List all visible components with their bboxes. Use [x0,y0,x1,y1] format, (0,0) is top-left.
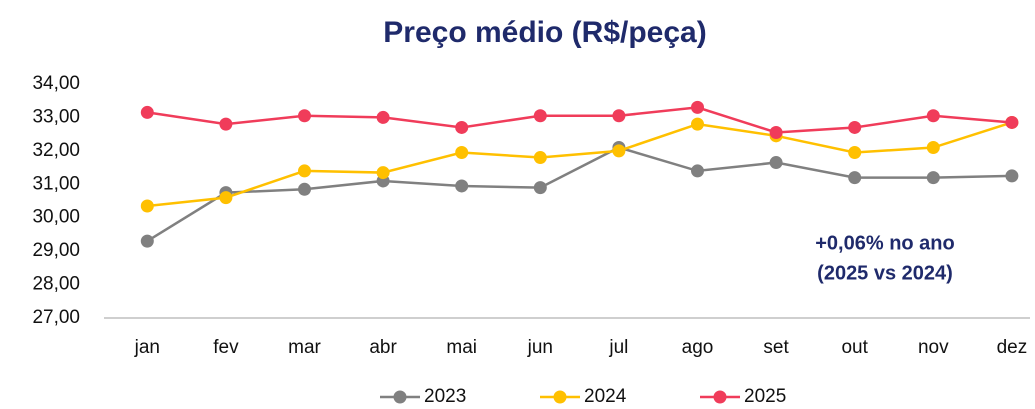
x-tick-label: abr [369,337,397,358]
legend-label: 2025 [744,386,786,407]
data-point [376,110,390,124]
data-point [533,109,547,123]
data-point [455,120,469,134]
x-tick-label: fev [213,337,239,358]
legend-marker [393,390,407,404]
y-tick-label: 34,00 [32,73,80,94]
data-point [298,109,311,123]
series-line [147,106,1013,134]
series-line [146,146,1012,243]
series-line [147,121,1013,208]
y-tick-label: 28,00 [32,274,80,295]
data-point [140,234,154,248]
data-point [926,171,940,185]
data-point [376,166,390,180]
data-point [533,151,547,165]
data-point [219,117,233,131]
y-tick-label: 32,00 [32,140,80,161]
legend-marker [713,390,727,404]
data-point [848,120,862,134]
data-point [848,171,862,185]
data-point [926,141,940,155]
data-point [1005,169,1019,183]
y-tick-label: 27,00 [32,307,80,328]
data-point [298,164,311,178]
x-tick-label: out [841,337,868,358]
x-tick-label: mai [446,337,477,358]
data-point [1005,115,1019,129]
data-point [848,146,862,160]
data-point [769,125,783,139]
data-point [612,109,626,123]
data-point [612,144,626,158]
x-tick-label: nov [918,337,949,358]
data-point [298,182,311,196]
legend-label: 2023 [424,386,466,407]
data-point [691,117,704,131]
y-tick-label: 29,00 [32,240,80,261]
data-point [691,100,704,114]
legend-label: 2024 [584,386,627,407]
data-point [219,191,233,205]
data-point [455,179,469,193]
data-point [533,181,547,195]
x-tick-label: mar [288,337,321,358]
legend-marker [553,390,567,404]
data-point [140,199,154,213]
y-tick-label: 31,00 [32,173,80,194]
data-point [455,146,469,160]
chart-title: Preço médio (R$/peça) [383,16,706,49]
annotation: +0,06% no ano [815,232,955,254]
y-tick-label: 33,00 [32,106,80,127]
data-point [691,164,704,178]
x-tick-label: jan [134,337,160,358]
x-tick-label: set [763,337,789,358]
x-tick-label: ago [682,337,714,358]
x-tick-label: jul [608,337,628,358]
data-point [769,156,783,170]
data-point [140,105,154,119]
x-tick-label: dez [997,337,1028,358]
annotation: (2025 vs 2024) [817,262,953,284]
y-tick-label: 30,00 [32,207,80,228]
x-tick-label: jun [527,337,553,358]
data-point [926,109,940,123]
